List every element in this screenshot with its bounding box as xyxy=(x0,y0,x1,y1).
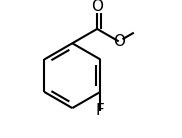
Text: O: O xyxy=(113,34,125,49)
Text: F: F xyxy=(96,103,105,118)
Text: O: O xyxy=(91,0,103,14)
